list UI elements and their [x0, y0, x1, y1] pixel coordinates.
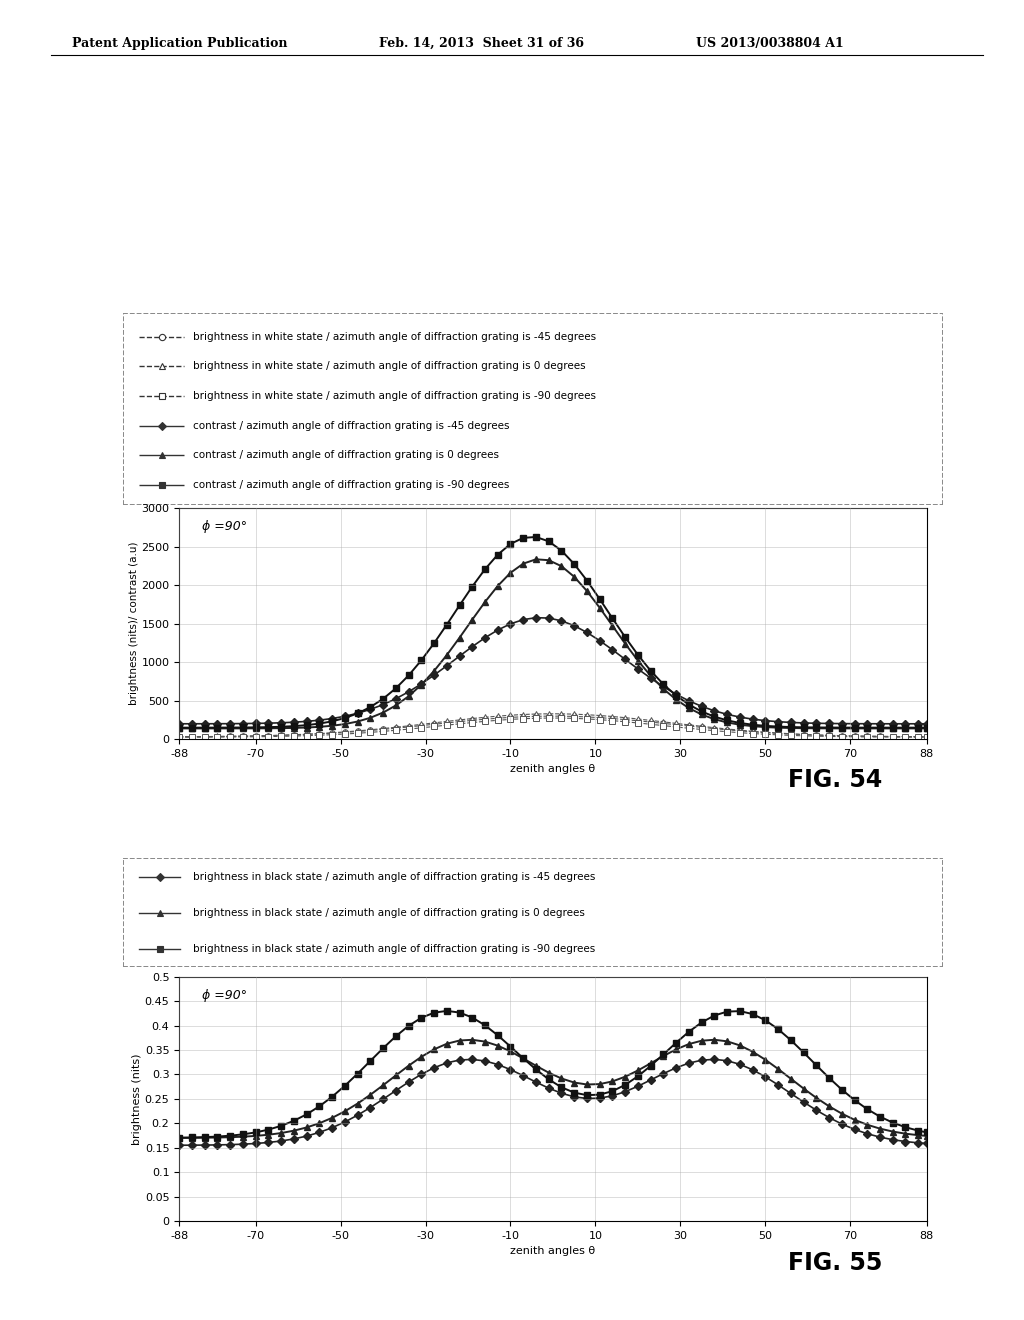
Text: brightness in black state / azimuth angle of diffraction grating is 0 degrees: brightness in black state / azimuth angl… [193, 908, 585, 919]
Text: brightness in white state / azimuth angle of diffraction grating is -90 degrees: brightness in white state / azimuth angl… [193, 391, 596, 401]
Text: FIG. 54: FIG. 54 [788, 768, 883, 792]
Text: brightness in black state / azimuth angle of diffraction grating is -90 degrees: brightness in black state / azimuth angl… [193, 944, 595, 954]
Text: contrast / azimuth angle of diffraction grating is -45 degrees: contrast / azimuth angle of diffraction … [193, 421, 509, 430]
Text: Patent Application Publication: Patent Application Publication [72, 37, 287, 50]
Text: ϕ =90°: ϕ =90° [202, 989, 247, 1002]
X-axis label: zenith angles θ: zenith angles θ [510, 1246, 596, 1257]
Text: ϕ =90°: ϕ =90° [202, 520, 247, 533]
Text: FIG. 55: FIG. 55 [788, 1251, 883, 1275]
Text: contrast / azimuth angle of diffraction grating is 0 degrees: contrast / azimuth angle of diffraction … [193, 450, 499, 461]
Y-axis label: brightness (nits): brightness (nits) [132, 1053, 142, 1144]
Text: contrast / azimuth angle of diffraction grating is -90 degrees: contrast / azimuth angle of diffraction … [193, 480, 509, 490]
Text: brightness in white state / azimuth angle of diffraction grating is 0 degrees: brightness in white state / azimuth angl… [193, 362, 585, 371]
Text: Feb. 14, 2013  Sheet 31 of 36: Feb. 14, 2013 Sheet 31 of 36 [379, 37, 584, 50]
Text: brightness in white state / azimuth angle of diffraction grating is -45 degrees: brightness in white state / azimuth angl… [193, 331, 596, 342]
Y-axis label: brightness (nits)/ contrast (a.u): brightness (nits)/ contrast (a.u) [129, 543, 138, 705]
Text: US 2013/0038804 A1: US 2013/0038804 A1 [696, 37, 844, 50]
X-axis label: zenith angles θ: zenith angles θ [510, 764, 596, 775]
Text: brightness in black state / azimuth angle of diffraction grating is -45 degrees: brightness in black state / azimuth angl… [193, 873, 595, 883]
